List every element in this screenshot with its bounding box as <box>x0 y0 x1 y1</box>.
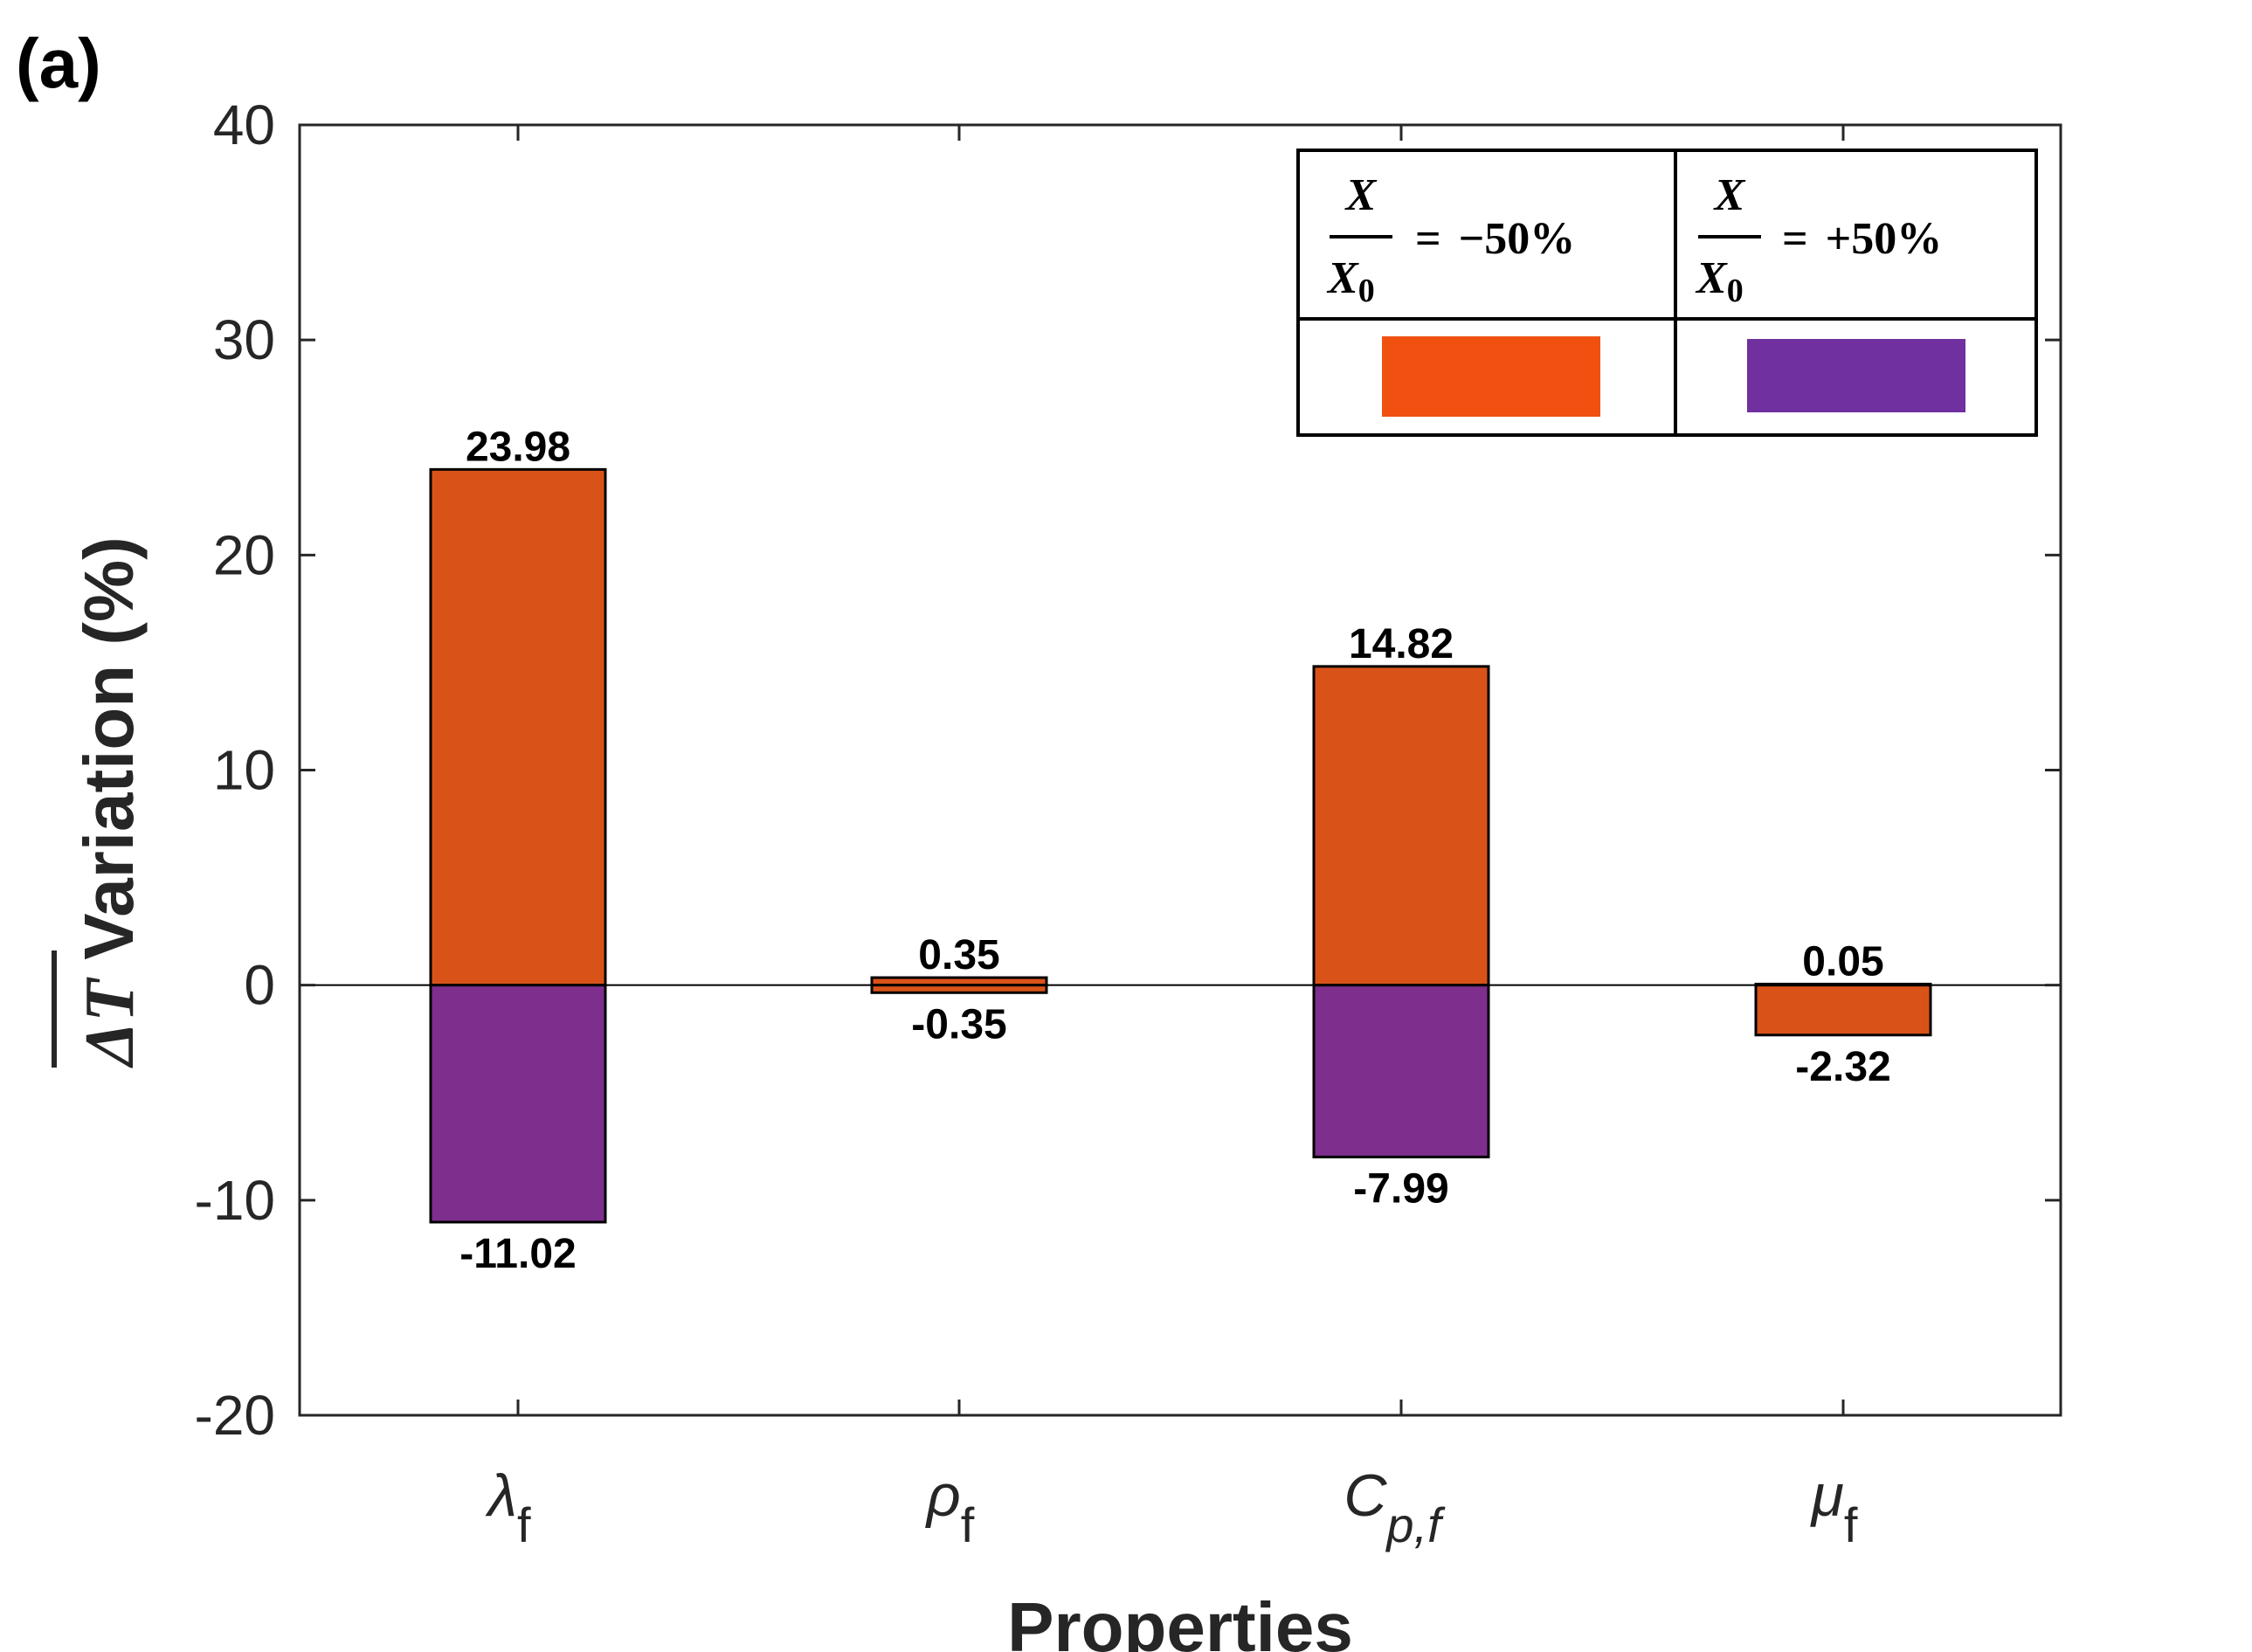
y-tick-label: 0 <box>244 954 275 1017</box>
legend-entry-plus: X X0 = +50% <box>1695 170 1965 412</box>
legend-minus-value: = −50% <box>1415 214 1575 264</box>
legend-minus-denominator: X0 <box>1326 253 1375 309</box>
legend-entry-minus: X X0 = −50% <box>1326 170 1600 417</box>
y-tick-label: 20 <box>213 523 275 586</box>
y-tick-label: 10 <box>213 739 275 802</box>
y-tick-label: -10 <box>195 1169 276 1232</box>
data-label-minus50-2: 14.82 <box>1349 621 1454 667</box>
data-label-minus50-3: 0.05 <box>1802 938 1883 985</box>
bar-minus50-2 <box>1312 665 1490 987</box>
data-label-plus50-2: -7.99 <box>1353 1165 1448 1212</box>
y-tick-label: -20 <box>195 1384 276 1447</box>
y-axis-title-label: ΔT Variation (%) <box>70 536 149 1068</box>
legend-plus-numerator: X <box>1713 170 1746 220</box>
bar-plus50-3 <box>1754 984 1932 1037</box>
plot-area: 23.98 0.35 14.82 0.05 -11.02 -0.35 -7.99 -2.32 <box>300 424 2061 1277</box>
legend-swatch-minus <box>1382 336 1600 417</box>
x-tick-label-2: Cp,f <box>1344 1462 1446 1552</box>
data-label-minus50-1: 0.35 <box>918 932 999 978</box>
data-label-plus50-0: -11.02 <box>459 1231 576 1277</box>
y-axis: -20 -10 0 10 20 30 40 <box>195 93 2061 1447</box>
data-label-minus50-0: 23.98 <box>466 424 570 470</box>
data-label-plus50-3: -2.32 <box>1795 1044 1890 1090</box>
bar-minus50-0 <box>429 467 607 987</box>
y-axis-title-text: Variation (%) <box>70 536 148 979</box>
x-axis: λf ρf Cp,f μf <box>484 125 1858 1552</box>
x-tick-label-0: λf <box>484 1462 530 1552</box>
y-axis-title-symbol: ΔT <box>72 977 149 1068</box>
x-tick-label-3: μf <box>1810 1462 1858 1552</box>
legend-minus-numerator: X <box>1344 170 1378 220</box>
bar-plus50-2 <box>1312 984 1490 1158</box>
y-tick-label: 40 <box>213 93 275 156</box>
bar-plus50-1 <box>870 984 1048 994</box>
x-axis-title: Properties <box>1007 1588 1353 1652</box>
legend-plus-value: = +50% <box>1782 214 1942 264</box>
x-tick-label-1: ρf <box>925 1462 975 1552</box>
bar-plus50-0 <box>429 984 607 1224</box>
y-tick-label: 30 <box>213 308 275 371</box>
legend: X X0 = −50% X X0 = +50% <box>1296 149 2038 437</box>
data-label-plus50-1: -0.35 <box>911 1001 1006 1047</box>
panel-label: (a) <box>16 24 101 102</box>
legend-swatch-plus <box>1747 339 1965 412</box>
y-axis-title: ΔT Variation (%) <box>52 536 149 1068</box>
legend-plus-denominator: X0 <box>1695 253 1744 309</box>
